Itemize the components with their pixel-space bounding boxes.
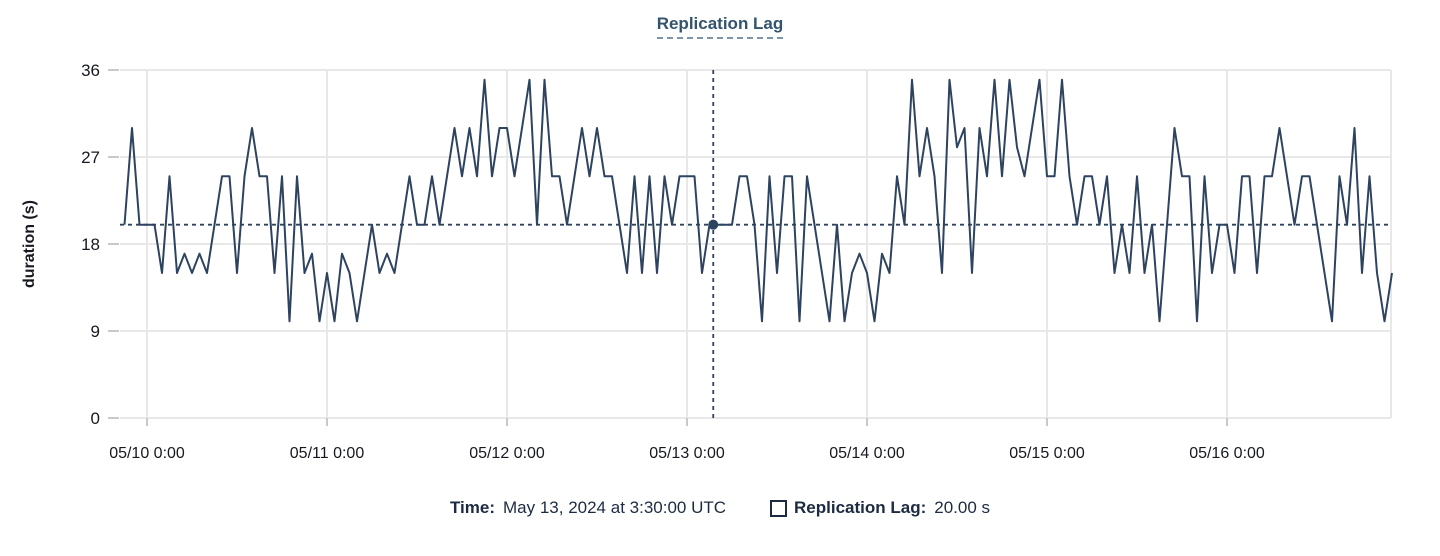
chart-title-wrap: Replication Lag: [0, 14, 1440, 39]
series-swatch-icon: [770, 499, 788, 517]
x-tick-label: 05/12 0:00: [469, 445, 545, 462]
x-tick-label: 05/15 0:00: [1009, 445, 1085, 462]
x-tick-label: 05/16 0:00: [1189, 445, 1265, 462]
x-tick-label: 05/11 0:00: [290, 445, 365, 462]
hover-tooltip-row: Time: May 13, 2024 at 3:30:00 UTC Replic…: [0, 498, 1440, 518]
y-tick-label: 36: [81, 61, 100, 80]
chart-svg[interactable]: 36 27 18 9 0 05/10 0:00 05/11 0:00 05/12 0:00 05…: [0, 0, 1440, 490]
tooltip-series-value: 20.00 s: [934, 498, 991, 517]
legend-item-replication-lag[interactable]: Replication Lag: 20.00 s: [770, 498, 990, 518]
x-tick-label: 05/10 0:00: [109, 445, 185, 462]
tooltip-time-value: May 13, 2024 at 3:30:00 UTC: [503, 498, 727, 517]
y-tick-label: 9: [91, 322, 100, 341]
y-tick-label: 0: [91, 409, 100, 428]
crosshair-point-marker: [708, 219, 719, 230]
tooltip-series-label: Replication Lag:: [794, 498, 927, 517]
tooltip-time-label: Time:: [449, 498, 495, 517]
chart-title[interactable]: Replication Lag: [656, 14, 784, 39]
plot-area[interactable]: [120, 70, 1391, 418]
y-axis-label: duration (s): [21, 200, 38, 288]
y-tick-label: 27: [81, 148, 100, 167]
x-tick-label: 05/14 0:00: [829, 445, 905, 462]
series-line-replication-lag: [123, 78, 1393, 323]
y-tick-label: 18: [81, 235, 100, 254]
x-tick-label: 05/13 0:00: [649, 445, 725, 462]
